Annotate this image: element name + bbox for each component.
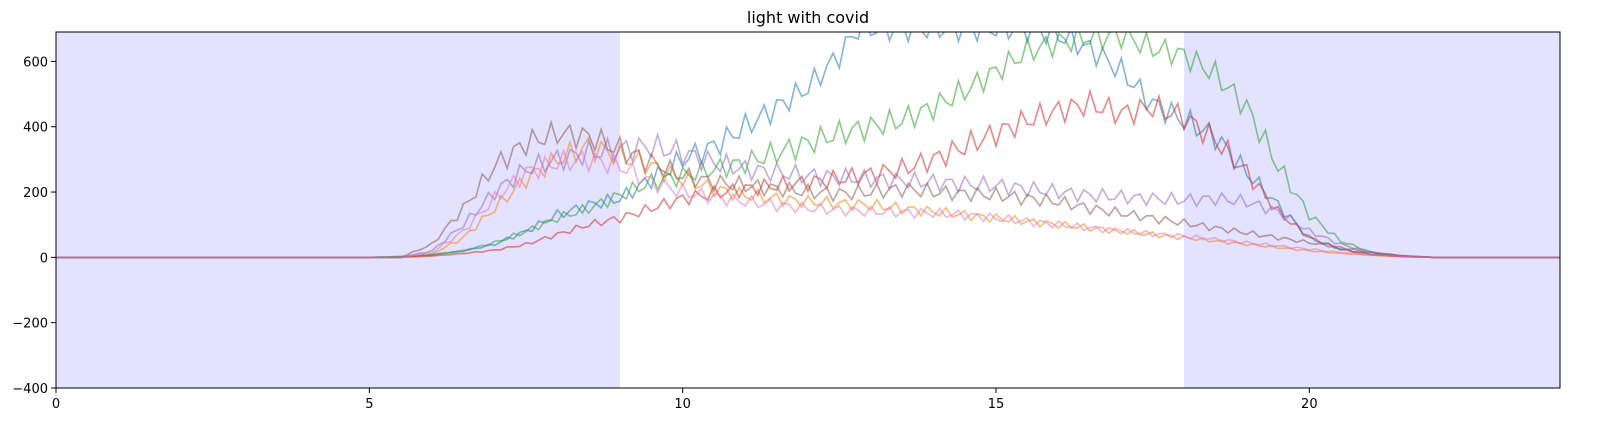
shaded-region-1 bbox=[1184, 32, 1560, 388]
chart-title: light with covid bbox=[747, 8, 869, 27]
x-tick-label-1: 5 bbox=[365, 397, 373, 412]
series-layer bbox=[56, 32, 1560, 259]
x-tick-label-4: 20 bbox=[1301, 397, 1318, 412]
y-tick-label-0: −400 bbox=[12, 382, 48, 397]
x-tick-label-3: 15 bbox=[988, 397, 1005, 412]
y-tick-label-3: 200 bbox=[23, 186, 48, 201]
series-line-6 bbox=[56, 148, 1560, 259]
shaded-region-0 bbox=[56, 32, 620, 388]
plot-frame bbox=[55, 31, 1561, 389]
y-tick-label-1: −200 bbox=[12, 317, 48, 332]
shaded-regions bbox=[56, 32, 1560, 388]
y-tick-label-2: 0 bbox=[40, 251, 48, 266]
x-axis: 0 5 10 15 20 bbox=[52, 388, 1318, 412]
y-axis: −400 −200 0 200 400 600 bbox=[12, 55, 56, 397]
y-tick-label-4: 400 bbox=[23, 121, 48, 136]
y-tick-label-5: 600 bbox=[23, 55, 48, 70]
x-tick-label-0: 0 bbox=[52, 397, 60, 412]
x-tick-label-2: 10 bbox=[674, 397, 691, 412]
